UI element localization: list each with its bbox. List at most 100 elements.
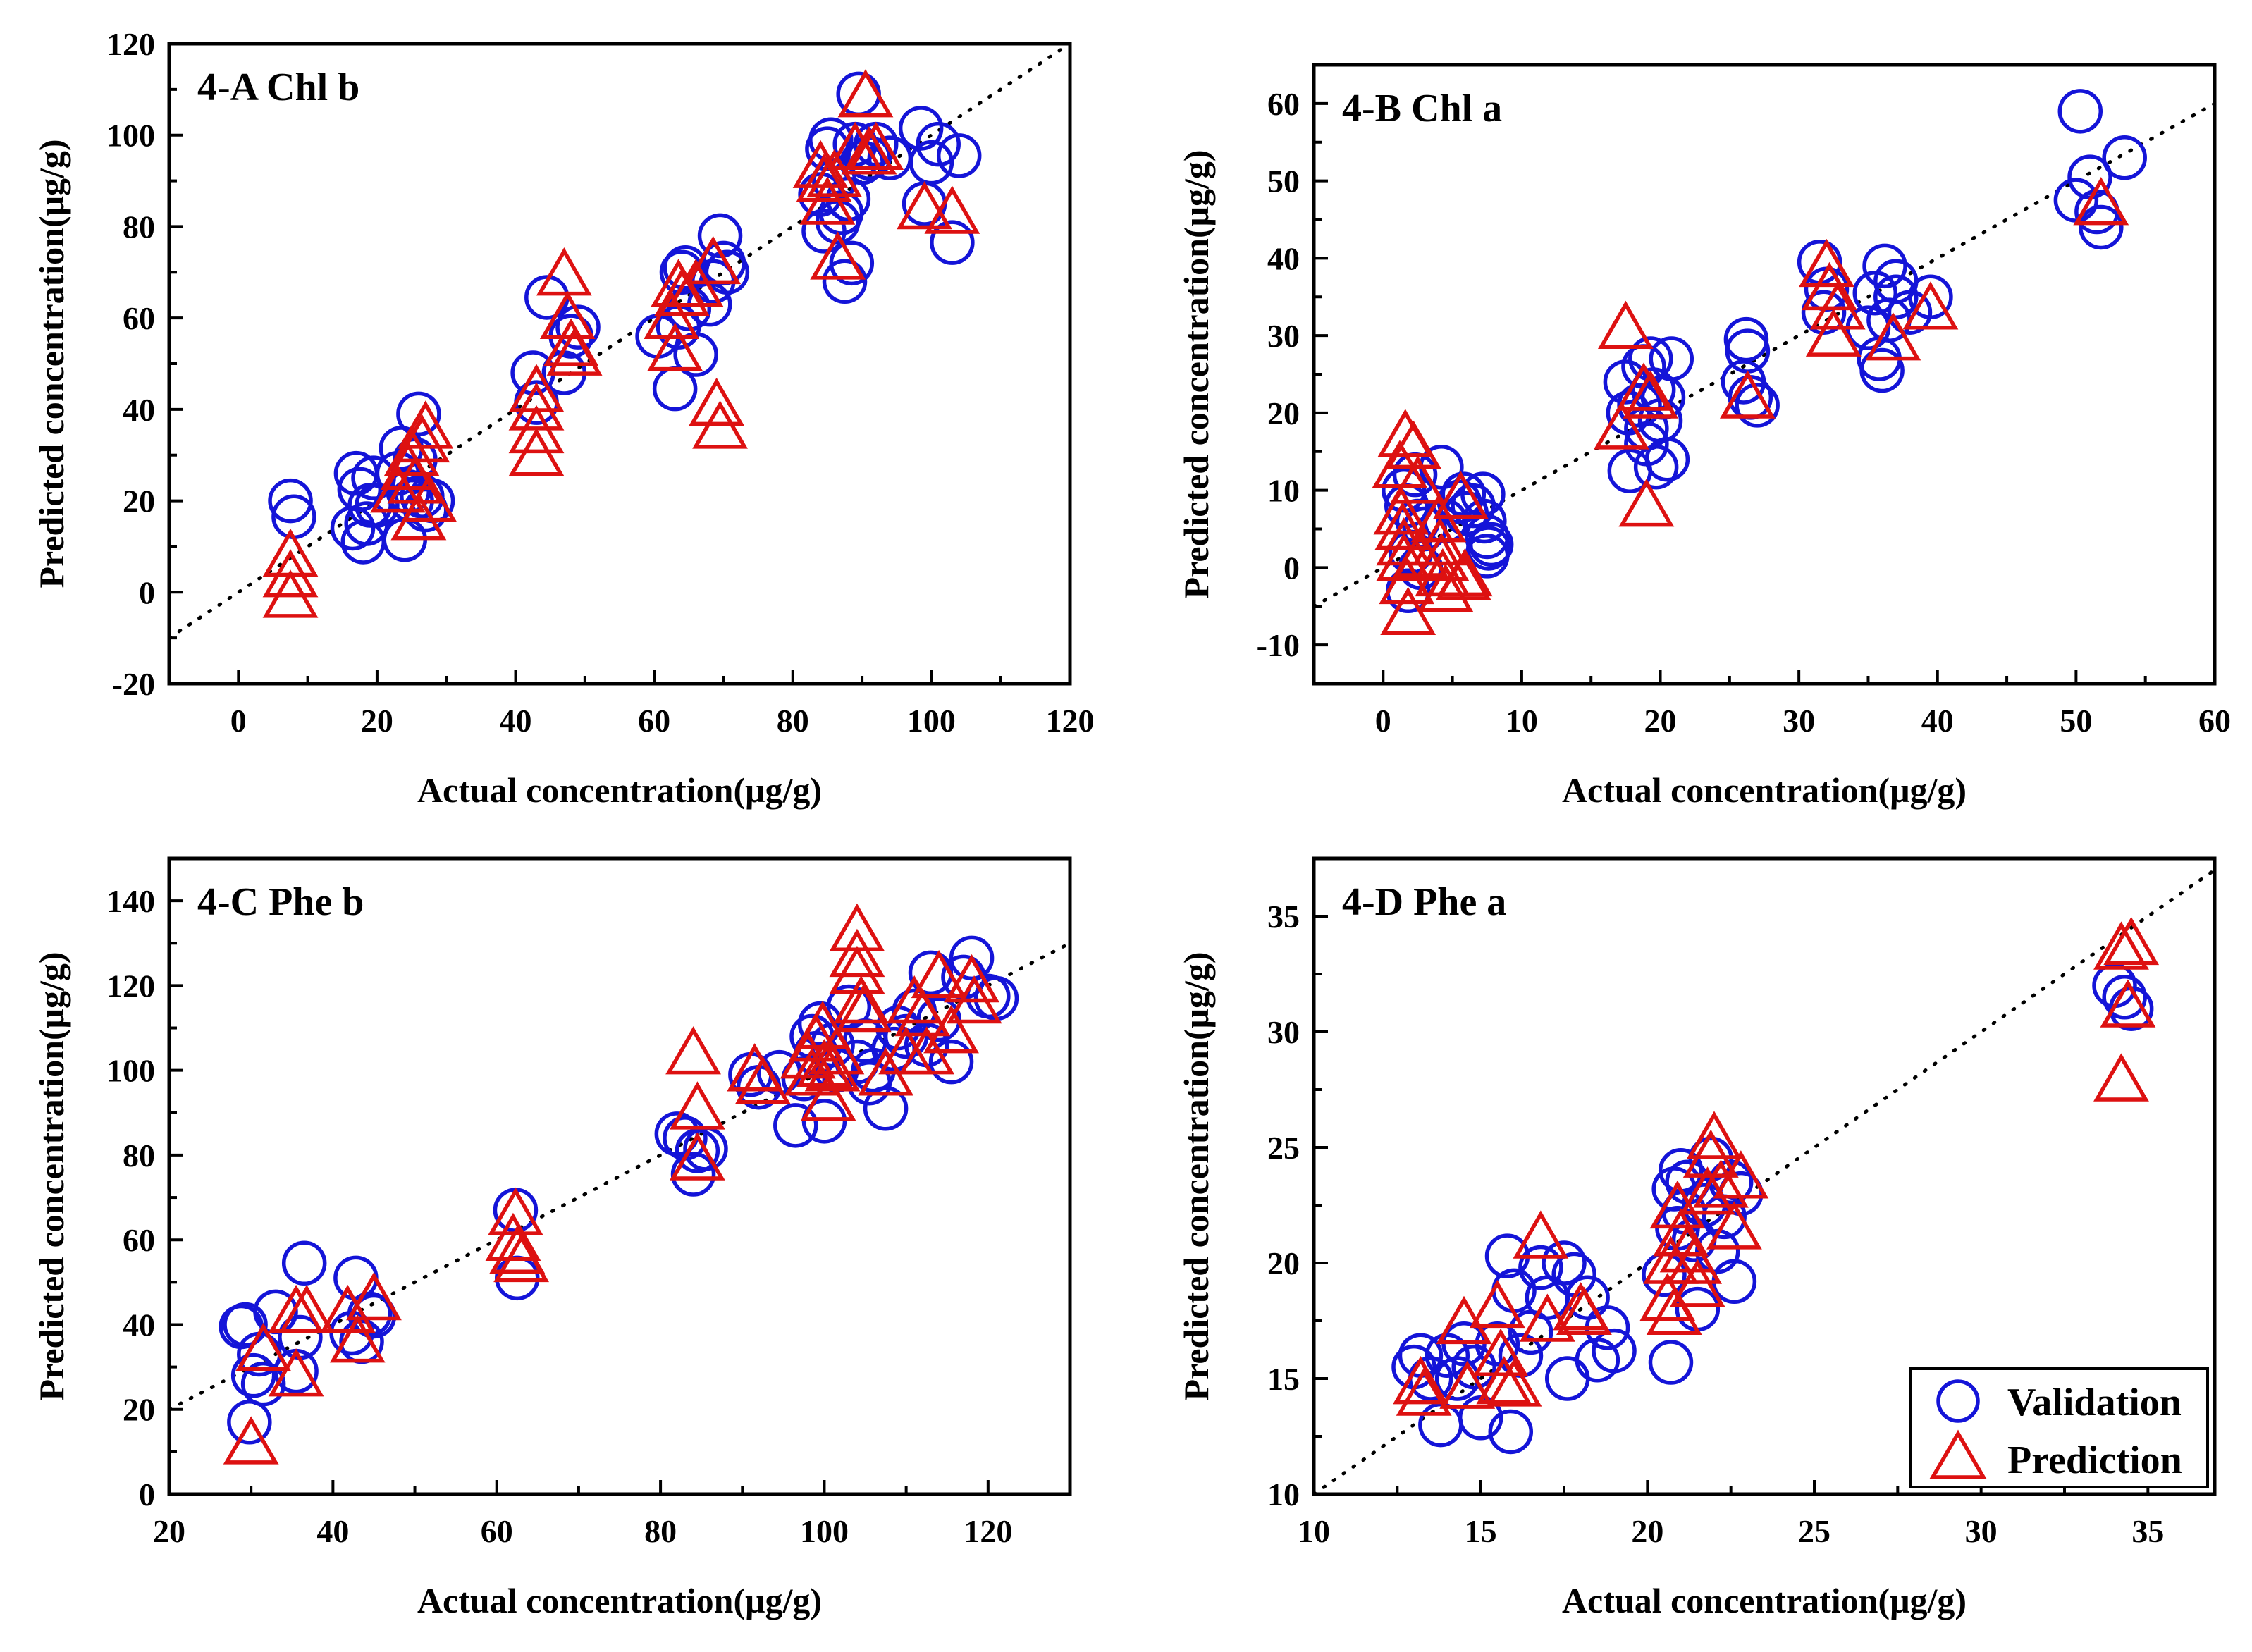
prediction-point (346, 1271, 402, 1321)
prediction-point (329, 1314, 386, 1363)
x-tick-label: 40 (316, 1513, 349, 1549)
prediction-point (692, 400, 748, 449)
validation-point (902, 181, 947, 226)
y-tick-label: 0 (1284, 550, 1300, 586)
x-tick-label: 60 (481, 1513, 513, 1549)
panel-title: 4-B Chl a (1342, 87, 1502, 130)
x-tick-label: 120 (964, 1513, 1012, 1549)
prediction-point (1799, 238, 1854, 288)
prediction-point (669, 1081, 725, 1130)
prediction-point (1713, 1150, 1769, 1199)
prediction-point (897, 180, 952, 230)
prediction-point (1706, 1201, 1762, 1250)
prediction-point (2093, 921, 2149, 970)
panel-2: 0 10 20 30 40 50 60 -10 0 10 20 30 40 50 60 4-B Chl a Ac… (1176, 63, 2231, 810)
prediction-point (1376, 532, 1432, 581)
x-tick-label: 20 (361, 703, 393, 739)
validation-point (227, 1400, 272, 1445)
x-axis-label: Actual concentration(μg/g) (417, 1581, 822, 1620)
prediction-point (319, 1284, 376, 1333)
prediction-point (1436, 548, 1493, 597)
prediction-point (800, 1073, 856, 1121)
y-axis-label: Predicted concentration(μg/g) (1176, 150, 1216, 599)
x-tick-label: 0 (1375, 703, 1391, 739)
legend-prediction-label: Prediction (2007, 1438, 2182, 1482)
prediction-series (1372, 177, 2129, 636)
y-tick-label: 100 (106, 1053, 155, 1089)
x-tick-label: 60 (638, 703, 670, 739)
prediction-point (1902, 281, 1959, 330)
prediction-point (1594, 401, 1649, 450)
prediction-point (1669, 1259, 1725, 1307)
prediction-point (1623, 370, 1679, 419)
x-tick-label: 40 (1921, 703, 1954, 739)
y-axis-label: Predicted concentration(μg/g) (1176, 952, 1216, 1401)
validation-point (1465, 526, 1511, 571)
prediction-point (841, 126, 897, 175)
y-tick-label: 50 (1267, 164, 1300, 199)
x-tick-label: 80 (777, 703, 809, 739)
prediction-point (1396, 1367, 1452, 1416)
validation-point (666, 286, 712, 331)
prediction-point (1469, 1279, 1525, 1329)
prediction-point (394, 414, 450, 463)
prediction-point (833, 975, 890, 1024)
legend-validation-marker (1936, 1379, 1980, 1423)
plot-frame (1312, 856, 2217, 1496)
y-tick-label: 60 (1267, 86, 1300, 122)
prediction-series (262, 69, 980, 618)
validation-point (863, 1086, 909, 1131)
y-tick-label: 60 (123, 1222, 155, 1258)
prediction-point (1486, 1358, 1542, 1407)
y-tick-label: 10 (1267, 1477, 1300, 1512)
prediction-point (278, 1284, 335, 1333)
reference-diagonal (1314, 101, 2215, 608)
legend-validation-label: Validation (2007, 1381, 2182, 1424)
validation-point (801, 1099, 847, 1144)
prediction-point (1377, 409, 1434, 457)
prediction-point (924, 185, 980, 234)
prediction-point (223, 1416, 279, 1465)
prediction-point (1801, 261, 1857, 311)
prediction-point (829, 928, 885, 978)
prediction-point (1433, 471, 1489, 519)
prediction-point (2073, 177, 2129, 226)
x-tick-label: 40 (500, 703, 532, 739)
validation-point (1649, 336, 1694, 381)
prediction-point (911, 949, 967, 999)
y-tick-label: 30 (1267, 1014, 1300, 1050)
prediction-point (1373, 486, 1429, 535)
validation-point (268, 478, 313, 524)
y-tick-label: 100 (106, 118, 155, 154)
validation-series (268, 71, 982, 565)
x-tick-label: 35 (2131, 1513, 2164, 1549)
y-tick-label: 20 (123, 1392, 155, 1428)
validation-series (1391, 963, 2154, 1455)
y-tick-label: 140 (106, 883, 155, 919)
y-tick-label: 40 (1267, 240, 1300, 276)
legend-box (1909, 1367, 2209, 1488)
prediction-point (1618, 479, 1675, 527)
prediction-series (223, 903, 1002, 1465)
validation-point (822, 259, 868, 304)
panel-4: 10 15 20 25 30 35 10 15 20 25 30 35 4-D Phe a Actual … (1176, 856, 2217, 1620)
y-tick-label: 20 (123, 483, 155, 519)
validation-series (1382, 89, 2147, 614)
y-tick-label: 20 (1267, 395, 1300, 431)
prediction-point (804, 1043, 861, 1092)
prediction-point (262, 569, 319, 618)
prediction-point (734, 1056, 791, 1104)
validation-point (1451, 1344, 1496, 1390)
x-tick-label: 20 (1631, 1513, 1663, 1549)
x-tick-label: 0 (230, 703, 247, 739)
prediction-point (235, 1323, 292, 1371)
prediction-point (262, 549, 319, 598)
prediction-point (2093, 1053, 2149, 1102)
prediction-point (1379, 555, 1435, 605)
validation-point (829, 240, 875, 286)
prediction-point (1646, 1286, 1702, 1335)
validation-point (223, 1302, 268, 1348)
validation-point (909, 140, 954, 185)
prediction-point (1513, 1210, 1569, 1259)
prediction-point (1616, 362, 1672, 411)
